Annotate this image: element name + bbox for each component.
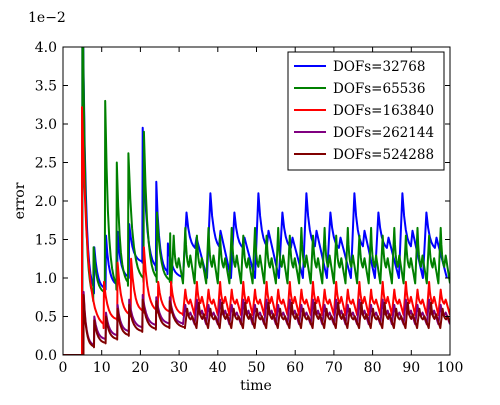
y-axis-label: error: [12, 182, 28, 219]
legend-label: DOFs=262144: [333, 125, 434, 141]
y-tick-label: 2.0: [35, 194, 57, 210]
x-tick-label: 90: [402, 360, 420, 376]
y-tick-label: 3.5: [35, 79, 57, 95]
legend-label: DOFs=524288: [333, 147, 434, 163]
y-tick-label: 1.5: [35, 233, 57, 249]
axes-layer: 0 10 20 30 40 50 60 70 80 90 100 0.0 0.5 1.0 1.5 2.0 2.5…: [35, 40, 464, 376]
x-tick-label: 50: [248, 360, 266, 376]
y-tick-label: 0.5: [35, 310, 57, 326]
legend-label: DOFs=32768: [333, 59, 425, 75]
y-tick-label: 4.0: [35, 40, 57, 56]
x-tick-label: 100: [437, 360, 464, 376]
legend: DOFs=32768 DOFs=65536 DOFs=163840 DOFs=2621…: [287, 51, 445, 171]
y-tick-label: 3.0: [35, 117, 57, 133]
series-line-2: [63, 47, 450, 355]
y-tick-label: 1.0: [35, 271, 57, 287]
y-tick-label: 2.5: [35, 156, 57, 172]
y-tick-label: 0.0: [35, 348, 57, 364]
x-tick-label: 30: [170, 360, 188, 376]
x-tick-label: 0: [59, 360, 68, 376]
x-tick-label: 40: [209, 360, 227, 376]
x-tick-label: 60: [286, 360, 304, 376]
x-tick-label: 10: [93, 360, 111, 376]
series-line-3: [63, 106, 450, 355]
y-offset-label: 1e−2: [28, 10, 66, 26]
x-axis-label: time: [240, 378, 272, 394]
x-tick-label: 80: [364, 360, 382, 376]
x-tick-label: 20: [131, 360, 149, 376]
series-line-5: [63, 293, 450, 355]
legend-label: DOFs=163840: [333, 103, 434, 119]
series-layer: [63, 47, 450, 355]
x-tick-label: 70: [325, 360, 343, 376]
legend-label: DOFs=65536: [333, 81, 425, 97]
